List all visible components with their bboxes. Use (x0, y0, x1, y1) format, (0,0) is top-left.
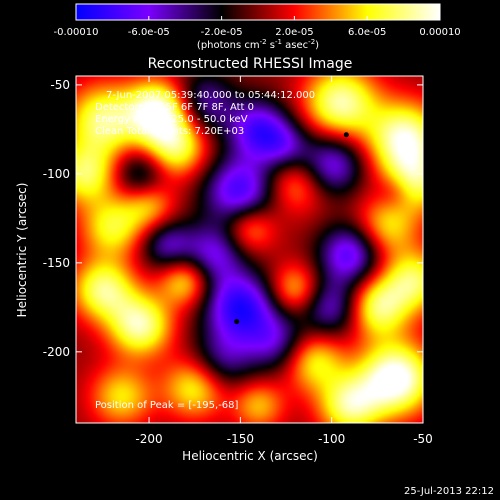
footer-timestamp: 25-Jul-2013 22:12 (404, 486, 494, 497)
colorbar: -0.00010 -6.0e-05 -2.0e-05 2.0e-05 6.0e-05 0.… (54, 3, 461, 51)
colorbar-tick-label: 6.0e-05 (348, 27, 386, 38)
y-tick-label: -100 (43, 167, 70, 181)
colorbar-tick-label: 2.0e-05 (275, 27, 313, 38)
x-tick-label: -100 (318, 432, 345, 446)
y-tick-label: -50 (50, 78, 70, 92)
peak-marker (343, 132, 349, 138)
peak-markers (234, 132, 349, 325)
x-tick-label: -200 (135, 432, 162, 446)
colorbar-tick-label: -2.0e-05 (201, 27, 243, 38)
x-axis-ticks: -200 -150 -100 -50 (135, 76, 433, 446)
colorbar-units: (photons cm-2 s-1 asec-2) (197, 38, 319, 51)
x-tick-label: -50 (413, 432, 433, 446)
y-axis-ticks: -200 -150 -100 -50 (43, 78, 423, 359)
plot-area (76, 76, 423, 423)
annotations: 7-Jun-2007 05:39:40.000 to 05:44:12.000 … (95, 90, 315, 411)
annotation-energy: Energy Range: 25.0 - 50.0 keV (95, 114, 248, 125)
x-axis-label: Heliocentric X (arcsec) (182, 449, 318, 463)
annotation-peak: Position of Peak = [-195,-68] (95, 400, 239, 411)
heatmap-image (76, 76, 423, 423)
chart-title: Reconstructed RHESSI Image (148, 56, 353, 72)
y-tick-label: -150 (43, 256, 70, 270)
colorbar-fill (76, 4, 440, 20)
annotation-time-range: 7-Jun-2007 05:39:40.000 to 05:44:12.000 (106, 90, 315, 101)
annotation-detectors: Detectors: 4F 5F 6F 7F 8F, Att 0 (95, 102, 254, 113)
plot-frame (75, 75, 424, 424)
annotation-method: Clean Total Counts: 7.20E+03 (95, 126, 244, 137)
colorbar-frame (75, 3, 441, 21)
colorbar-tick-label: 0.00010 (419, 27, 460, 38)
y-axis-label: Heliocentric Y (arcsec) (15, 183, 29, 318)
colorbar-tick-label: -0.00010 (54, 27, 99, 38)
peak-marker (234, 319, 240, 325)
colorbar-ticks: -0.00010 -6.0e-05 -2.0e-05 2.0e-05 6.0e-05 0.… (54, 16, 461, 38)
colorbar-tick-label: -6.0e-05 (128, 27, 170, 38)
x-tick-label: -150 (227, 432, 254, 446)
y-tick-label: -200 (43, 345, 70, 359)
